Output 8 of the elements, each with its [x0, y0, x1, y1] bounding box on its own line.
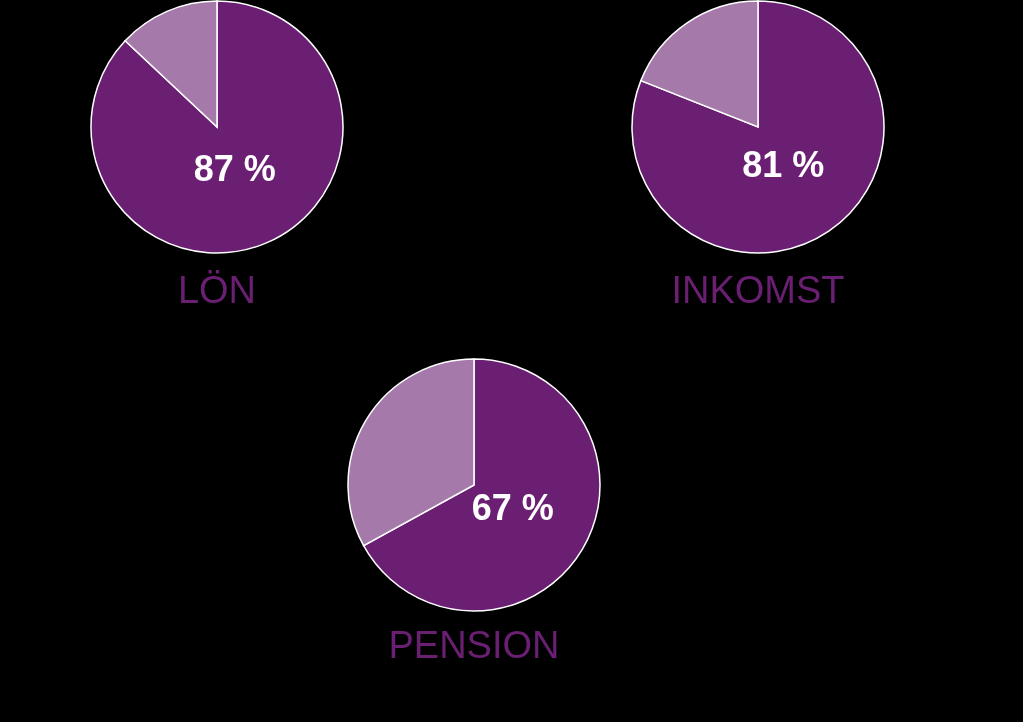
- pie-slice: [631, 0, 885, 254]
- data-label: 67 %: [471, 487, 554, 529]
- pie-slice: [90, 0, 344, 254]
- text: PENSION: [387, 623, 561, 667]
- text: INKOMST: [670, 268, 846, 312]
- text: LÖN: [176, 268, 258, 312]
- data-label: 87 %: [193, 147, 276, 189]
- data-label: 81 %: [742, 143, 825, 185]
